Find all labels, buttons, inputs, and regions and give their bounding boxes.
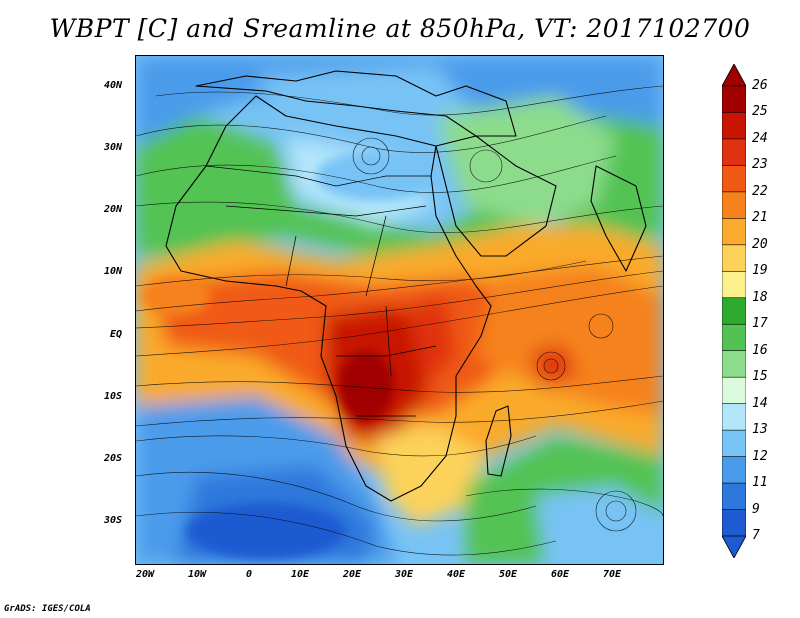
lon-label-60e: 60E xyxy=(551,569,570,580)
streamline-trade-s2 xyxy=(136,400,663,427)
lat-label-20n: 20N xyxy=(104,204,123,215)
streamline-trade-s3 xyxy=(136,435,537,457)
vortex-indian-ocean xyxy=(536,351,566,381)
region-south-indian-cold xyxy=(536,486,663,564)
lat-label-20s: 20S xyxy=(104,453,123,464)
country-borders xyxy=(205,165,437,417)
streamline-trade-s1 xyxy=(136,375,663,393)
vortex-arabia xyxy=(469,149,503,183)
europe-outline xyxy=(195,70,517,137)
region-indian-warm xyxy=(476,266,663,416)
colorbar-label: 26 xyxy=(752,78,768,93)
madagascar-outline xyxy=(485,405,512,477)
streamline-south-2 xyxy=(136,511,557,556)
streamline-trade-n3 xyxy=(136,285,663,357)
lon-label-20e: 20E xyxy=(343,569,362,580)
colorbar-label: 23 xyxy=(752,157,768,173)
colorbar-label: 16 xyxy=(752,342,768,358)
colorbar-label: 17 xyxy=(752,316,768,332)
colorbar-label: 21 xyxy=(752,210,768,226)
colorbar-label: 18 xyxy=(752,289,768,305)
map-panel xyxy=(135,55,664,565)
colorbar-swatch xyxy=(722,350,746,378)
colorbar-swatch xyxy=(722,218,746,246)
colorbar-min-arrow xyxy=(722,535,746,558)
colorbar-max-arrow xyxy=(722,64,746,87)
vortex-south-east xyxy=(595,490,637,532)
colorbar-swatch xyxy=(722,323,746,352)
colorbar-label: 22 xyxy=(752,183,768,199)
colorbar-swatch xyxy=(722,297,746,325)
arabia-outline xyxy=(435,135,557,257)
colorbar-swatch xyxy=(722,429,746,458)
warm-spot-west-africa xyxy=(141,276,211,316)
grads-credit: GrADS: IGES/COLA xyxy=(4,604,91,614)
cool-spot-se-atlantic xyxy=(186,503,346,559)
colorbar-label: 15 xyxy=(752,369,768,385)
colorbar-label: 24 xyxy=(752,130,768,146)
wbpt-streamline-map xyxy=(136,56,663,564)
streamline-trade-n1 xyxy=(136,255,663,312)
lon-label-40e: 40E xyxy=(447,569,466,580)
region-indian-ocean-spot xyxy=(531,346,576,386)
streamline-north-3 xyxy=(136,115,607,153)
colorbar-swatch xyxy=(722,509,746,537)
colorbar-swatch xyxy=(722,191,746,219)
colorbar-label: 19 xyxy=(752,263,768,279)
vortex-south-east-inner xyxy=(605,500,627,522)
lat-label-10n: 10N xyxy=(104,266,123,277)
lat-label-30s: 30S xyxy=(104,515,123,526)
india-outline xyxy=(590,165,647,272)
colorbar-label: 14 xyxy=(752,395,768,411)
colorbar-swatch xyxy=(722,270,746,299)
streamline-north-4 xyxy=(155,85,663,116)
streamline-trade-n2 xyxy=(136,270,663,329)
colorbar-swatch xyxy=(722,138,746,167)
lat-label-30n: 30N xyxy=(104,142,123,153)
lon-label-50e: 50E xyxy=(499,569,518,580)
lat-label-40n: 40N xyxy=(104,80,123,91)
colorbar-label: 13 xyxy=(752,422,768,438)
lon-label-10w: 10W xyxy=(188,569,207,580)
cold-spot-north xyxy=(316,151,436,201)
colorbar-swatch xyxy=(722,244,746,272)
vortex-north-africa xyxy=(352,137,390,175)
vortex-indian-ocean-inner xyxy=(543,358,559,374)
lat-label-eq: EQ xyxy=(110,329,123,340)
colorbar-label: 20 xyxy=(752,236,768,252)
colorbar-label: 9 xyxy=(752,501,760,517)
colorbar xyxy=(722,64,746,558)
streamline-south-3 xyxy=(465,488,663,517)
colorbar-label: 7 xyxy=(752,528,760,543)
colorbar-label: 12 xyxy=(752,448,768,464)
region-southern-africa xyxy=(376,426,486,526)
colorbar-swatch xyxy=(722,456,746,484)
region-arabia xyxy=(436,96,616,226)
colorbar-swatch xyxy=(722,482,746,511)
colorbar-swatch xyxy=(722,403,746,431)
vortex-east xyxy=(588,313,614,339)
colorbar-swatch xyxy=(722,85,746,114)
colorbar-swatch xyxy=(722,112,746,140)
colorbar-swatch xyxy=(722,376,746,405)
vortex-north-africa-inner xyxy=(361,146,381,166)
colorbar-swatch xyxy=(722,165,746,193)
colorbar-label: 25 xyxy=(752,104,768,120)
streamline-north-1 xyxy=(136,155,617,193)
hot-spot-congo xyxy=(338,351,394,421)
region-east-africa xyxy=(406,296,456,386)
colorbar-label: 11 xyxy=(752,475,768,491)
streamline-north-2 xyxy=(136,201,663,234)
lon-label-30e: 30E xyxy=(395,569,414,580)
lon-label-70e: 70E xyxy=(603,569,622,580)
map-title: WBPT [C] and Sreamline at 850hPa, VT: 20… xyxy=(49,14,751,43)
lon-label-20w: 20W xyxy=(136,569,155,580)
streamline-trade-n4 xyxy=(136,260,587,287)
lat-label-10s: 10S xyxy=(104,391,123,402)
streamline-south-1 xyxy=(136,471,537,522)
lon-label-10e: 10E xyxy=(291,569,310,580)
africa-coastline xyxy=(165,95,492,502)
lon-label-0: 0 xyxy=(246,569,253,580)
